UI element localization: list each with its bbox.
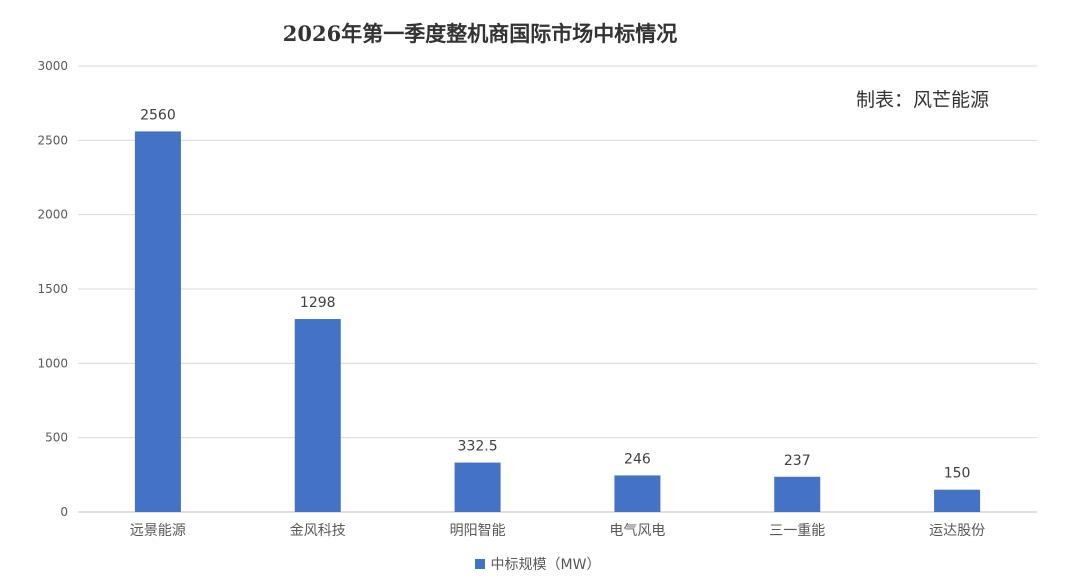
y-tick-label: 2500 [37, 133, 68, 147]
data-label: 2560 [140, 107, 176, 123]
category-label: 金风科技 [290, 523, 346, 539]
bar [774, 476, 821, 512]
data-label: 246 [624, 451, 651, 467]
y-tick-label: 2000 [37, 208, 68, 222]
y-tick-label: 1000 [37, 356, 68, 370]
legend-swatch [474, 559, 485, 569]
category-label: 明阳智能 [450, 523, 506, 539]
category-label: 三一重能 [769, 523, 825, 539]
y-tick-label: 500 [45, 431, 68, 445]
bar [294, 319, 341, 512]
category-label: 运达股份 [929, 523, 985, 539]
data-label: 150 [944, 466, 971, 482]
bar [934, 489, 981, 512]
category-label: 远景能源 [130, 523, 186, 539]
y-tick-label: 3000 [37, 59, 68, 73]
legend-label: 中标规模（MW） [490, 557, 601, 573]
credit-text: 制表：风芒能源 [856, 89, 990, 111]
y-tick-label: 1500 [37, 282, 68, 296]
bar [134, 131, 181, 512]
data-label: 332.5 [458, 439, 498, 455]
bar [614, 475, 661, 512]
data-label: 1298 [300, 295, 336, 311]
legend: 中标规模（MW） [0, 554, 1075, 574]
data-label: 237 [784, 453, 811, 469]
y-tick-label: 0 [60, 505, 68, 519]
category-label: 电气风电 [609, 523, 665, 539]
chart-title: 2026年第一季度整机商国际市场中标情况 [282, 21, 678, 46]
bar [454, 462, 501, 512]
